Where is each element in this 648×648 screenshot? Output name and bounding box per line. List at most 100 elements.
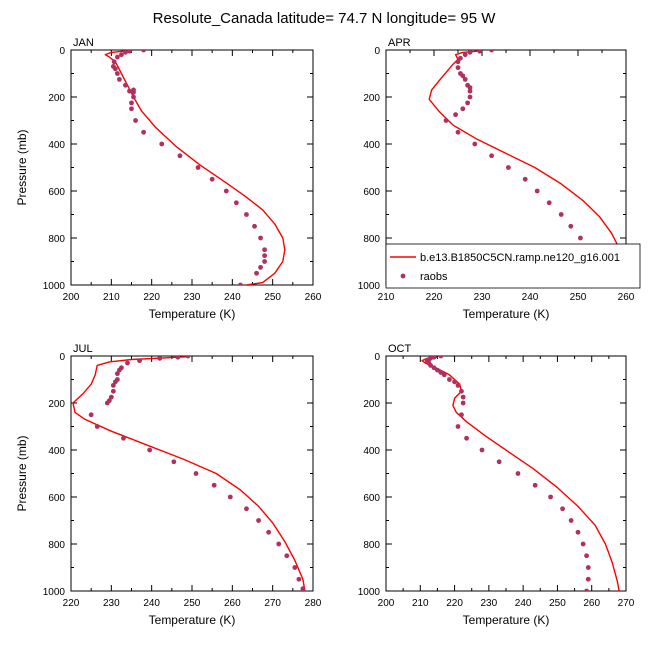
- raobs-point: [127, 88, 132, 94]
- raobs-point: [455, 382, 461, 388]
- y-axis-label: Pressure (mb): [15, 435, 29, 511]
- panels: JAN 200 210 220 230 240 250 260 0 200 400 600 800 100…: [15, 37, 641, 627]
- y-tick-label: 800: [48, 234, 65, 245]
- raobs-point: [119, 52, 124, 58]
- raobs-point: [447, 377, 452, 382]
- raobs-point: [258, 264, 263, 270]
- plot-area: [72, 356, 306, 591]
- raobs-point: [458, 55, 463, 61]
- raobs-point: [575, 529, 581, 535]
- raobs-point: [489, 153, 494, 159]
- plot-area: [104, 50, 286, 285]
- raobs-point: [193, 471, 199, 476]
- raobs-point: [175, 356, 181, 360]
- raobs-point: [117, 367, 122, 373]
- y-tick-label: 600: [363, 493, 380, 504]
- y-tick-label: 400: [48, 140, 65, 151]
- y-tick-label: 1000: [358, 281, 381, 292]
- y-tick-label: 1000: [43, 281, 66, 292]
- raobs-point: [114, 371, 120, 377]
- raobs-point: [464, 435, 469, 441]
- panel-jul: JUL 220 230 240 250 260 270 280 0 200 400 600 800 100…: [15, 343, 322, 627]
- y-tick-label: 400: [48, 446, 65, 457]
- raobs-point: [465, 100, 470, 106]
- raobs-point: [110, 388, 116, 394]
- x-tick-label: 210: [412, 598, 429, 609]
- raobs-point: [489, 50, 494, 53]
- y-axis-label: Pressure (mb): [15, 129, 29, 205]
- raobs-point: [104, 400, 110, 406]
- raobs-point: [568, 223, 574, 229]
- x-tick-label: 260: [224, 598, 241, 609]
- panel-apr: APR 210 220 230 240 250 260 0 200 400 600 800 1000 Te…: [358, 37, 641, 321]
- raobs-point: [560, 506, 565, 512]
- raobs-point: [129, 100, 134, 106]
- x-tick-label: 230: [481, 598, 498, 609]
- raobs-point: [129, 106, 134, 112]
- raobs-point: [455, 424, 461, 429]
- raobs-point: [112, 66, 118, 72]
- raobs-point: [125, 360, 130, 366]
- x-axis-label: Temperature (K): [149, 613, 236, 627]
- raobs-point: [428, 363, 433, 368]
- panel-jan: JAN 200 210 220 230 240 250 260 0 200 400 600 800 100…: [15, 37, 322, 321]
- raobs-point: [258, 235, 263, 241]
- raobs-point: [157, 356, 163, 361]
- raobs-point: [209, 176, 215, 182]
- raobs-point: [227, 494, 233, 500]
- legend-marker-swatch: [400, 273, 406, 279]
- x-tick-label: 200: [63, 292, 80, 303]
- y-tick-label: 800: [48, 540, 65, 551]
- raobs-point: [435, 367, 440, 373]
- raobs-point: [141, 50, 146, 53]
- raobs-point: [443, 118, 449, 123]
- raobs-point: [123, 50, 128, 55]
- figure-title: Resolute_Canada latitude= 74.7 N longitu…: [153, 10, 497, 27]
- x-tick-label: 210: [378, 292, 395, 303]
- raobs-point: [460, 400, 466, 406]
- x-tick-label: 260: [583, 598, 600, 609]
- panel-label: JUL: [73, 343, 93, 355]
- raobs-point: [584, 553, 589, 559]
- raobs-point: [506, 165, 511, 170]
- raobs-point: [244, 212, 249, 217]
- panel-label: JAN: [73, 37, 94, 49]
- raobs-point: [452, 379, 457, 385]
- raobs-point: [284, 553, 290, 559]
- raobs-point: [111, 59, 117, 65]
- raobs-point: [467, 85, 473, 90]
- raobs-point: [455, 59, 461, 65]
- y-tick-label: 0: [374, 46, 380, 57]
- raobs-point: [438, 370, 444, 375]
- raobs-point: [459, 412, 464, 418]
- raobs-point: [453, 112, 458, 118]
- raobs-point: [460, 394, 466, 400]
- raobs-point: [580, 541, 586, 547]
- y-tick-label: 1000: [358, 587, 381, 598]
- raobs-point: [455, 129, 461, 135]
- raobs-point: [496, 459, 502, 465]
- raobs-point: [244, 506, 249, 512]
- raobs-point: [123, 82, 128, 88]
- raobs-point: [300, 588, 306, 591]
- x-tick-label: 220: [426, 292, 443, 303]
- raobs-point: [254, 270, 259, 276]
- x-tick-label: 240: [522, 292, 539, 303]
- raobs-point: [276, 541, 282, 547]
- raobs-point: [584, 588, 589, 591]
- raobs-point: [262, 253, 267, 259]
- raobs-point: [127, 50, 132, 54]
- raobs-point: [472, 141, 478, 147]
- raobs-point: [121, 435, 126, 441]
- raobs-point: [266, 529, 272, 535]
- raobs-point: [467, 88, 473, 94]
- raobs-point: [88, 412, 94, 418]
- raobs-point: [171, 459, 177, 465]
- raobs-point: [558, 212, 564, 217]
- raobs-point: [131, 89, 136, 95]
- raobs-point: [262, 247, 267, 253]
- raobs-point: [515, 471, 521, 476]
- raobs-point: [460, 106, 466, 112]
- raobs-point: [462, 76, 468, 82]
